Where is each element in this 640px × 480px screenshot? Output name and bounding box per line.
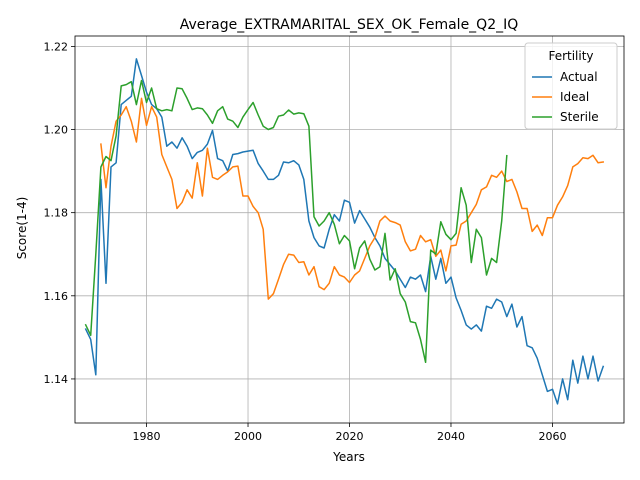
y-axis-label: Score(1-4) <box>15 197 29 260</box>
legend-box <box>524 42 618 130</box>
x-tick-label: 2020 <box>336 430 364 443</box>
y-tick-label: 1.16 <box>44 290 69 303</box>
y-tick-label: 1.18 <box>44 207 69 220</box>
x-axis-label: Years <box>332 450 365 464</box>
legend-label-ideal: Ideal <box>560 90 589 104</box>
x-ticks: 1980 2000 2020 2040 2060 <box>133 423 566 443</box>
legend-title: Fertility <box>548 49 593 63</box>
series-lines <box>84 58 605 405</box>
legend: Fertility Actual Ideal Sterile <box>524 42 618 130</box>
y-tick-label: 1.22 <box>44 40 69 53</box>
series-line-actual <box>84 58 605 405</box>
series-line-ideal <box>100 97 605 300</box>
x-tick-label: 2040 <box>437 430 465 443</box>
y-ticks: 1.14 1.16 1.18 1.20 1.22 <box>44 40 75 386</box>
y-tick-label: 1.14 <box>44 373 69 386</box>
x-tick-label: 2060 <box>538 430 566 443</box>
x-tick-label: 2000 <box>234 430 262 443</box>
x-tick-label: 1980 <box>133 430 161 443</box>
legend-label-actual: Actual <box>560 70 598 84</box>
legend-label-sterile: Sterile <box>560 110 599 124</box>
series-line-sterile <box>84 79 508 364</box>
y-tick-label: 1.20 <box>44 124 69 137</box>
chart-title: Average_EXTRAMARITAL_SEX_OK_Female_Q2_IQ <box>180 17 519 33</box>
legend-items: Actual Ideal Sterile <box>532 70 599 124</box>
